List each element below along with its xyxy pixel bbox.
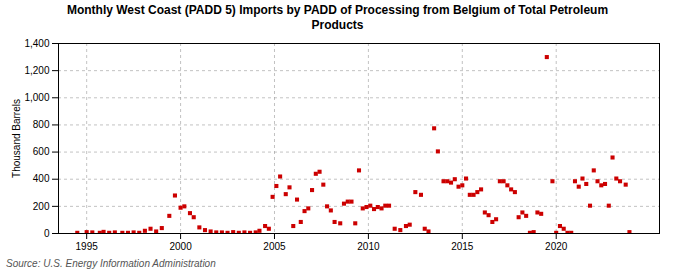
svg-text:2000: 2000 bbox=[169, 241, 192, 252]
svg-text:1,400: 1,400 bbox=[24, 38, 49, 49]
svg-text:1995: 1995 bbox=[76, 241, 99, 252]
svg-text:2015: 2015 bbox=[451, 241, 474, 252]
svg-text:1,200: 1,200 bbox=[24, 65, 49, 76]
svg-text:2020: 2020 bbox=[545, 241, 568, 252]
svg-text:200: 200 bbox=[33, 201, 50, 212]
svg-text:800: 800 bbox=[33, 119, 50, 130]
svg-text:0: 0 bbox=[44, 228, 50, 239]
html-text:Monthly West Coast (PADD 5) Im: Monthly West Coast (PADD 5) Imports by P… bbox=[66, 3, 609, 32]
svg-text:2005: 2005 bbox=[263, 241, 286, 252]
svg-text:Thousand Barrels: Thousand Barrels bbox=[11, 99, 22, 178]
svg-text:1,000: 1,000 bbox=[24, 92, 49, 103]
svg-text:2010: 2010 bbox=[357, 241, 380, 252]
html-text:Source: U.S. Energy Informatio: Source: U.S. Energy Information Administ… bbox=[6, 258, 216, 269]
svg-text:400: 400 bbox=[33, 173, 50, 184]
svg-text:600: 600 bbox=[33, 146, 50, 157]
